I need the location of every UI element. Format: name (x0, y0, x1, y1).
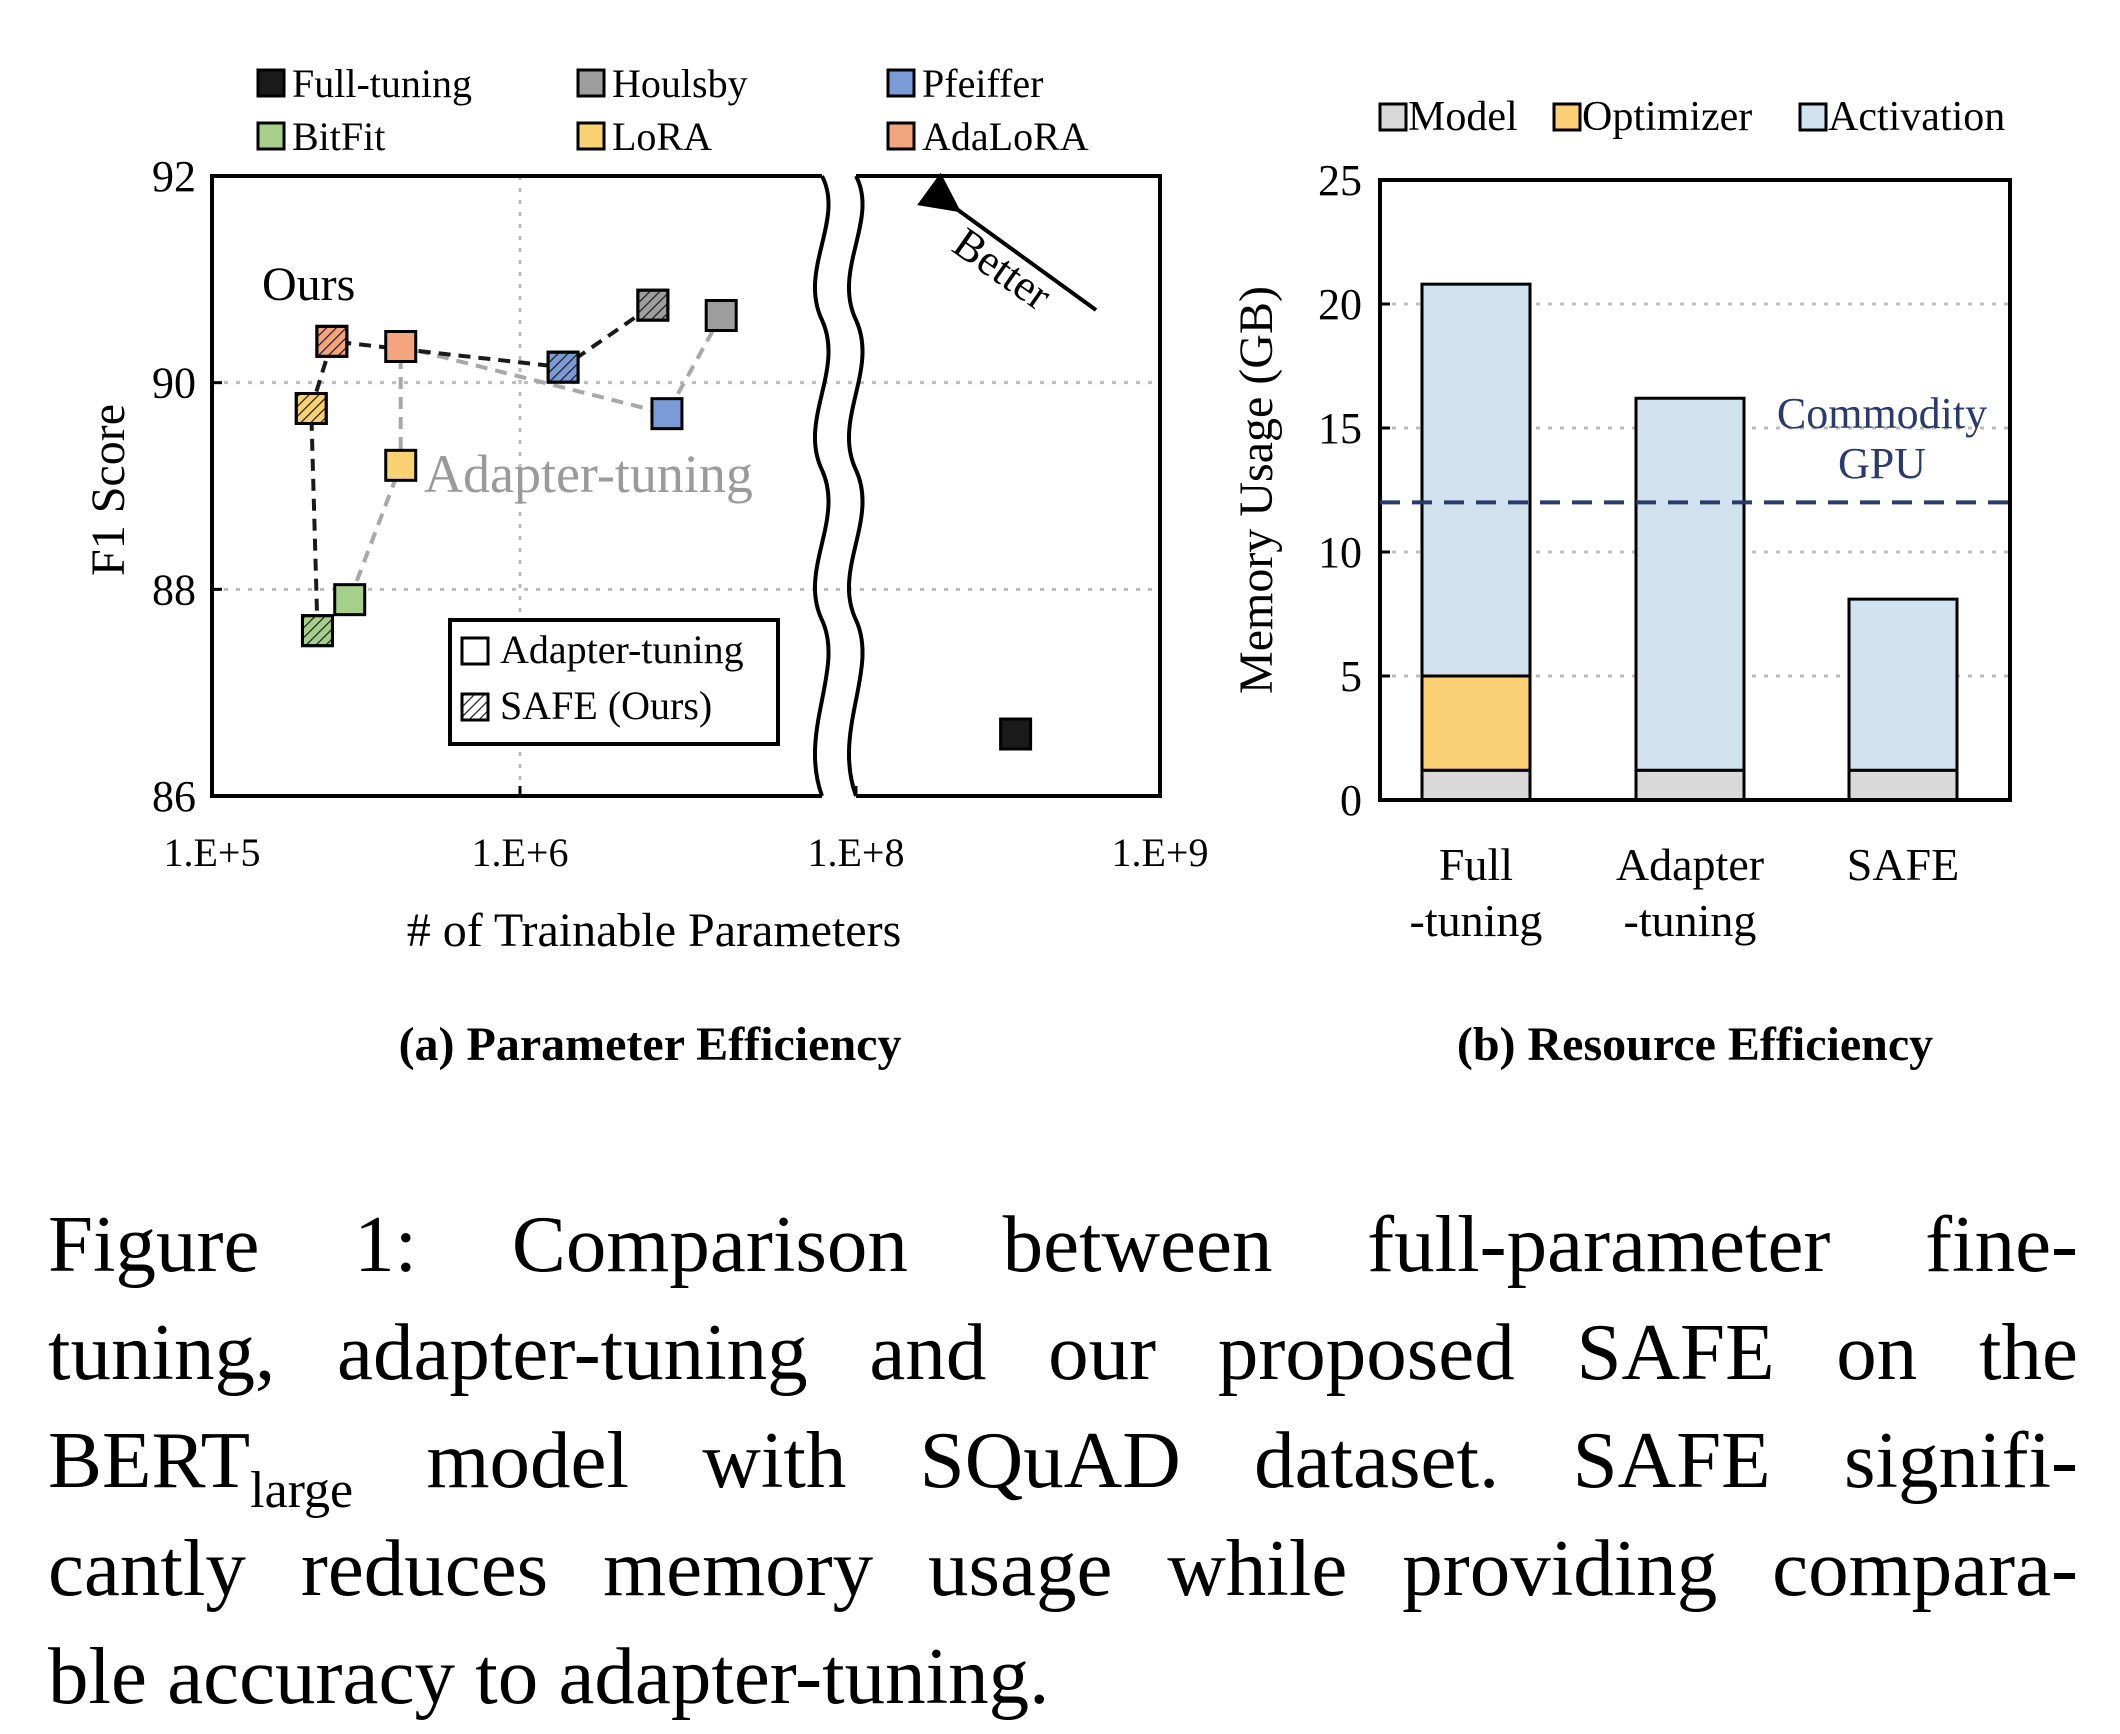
y-tick-labels: 0 5 10 15 20 25 (1318, 156, 1390, 825)
x-tick-label: 1.E+9 (1112, 830, 1209, 875)
legend: Full-tuning Houlsby Pfeiffer BitFit LoRA AdaL… (256, 61, 1089, 159)
axis-break-left (812, 175, 831, 797)
y-tick-labels: 86 88 90 92 (152, 152, 222, 821)
point-adalora (384, 330, 418, 363)
legend-label-adalora: AdaLoRA (922, 114, 1089, 159)
legend-label-optimizer: Optimizer (1582, 94, 1752, 140)
x-tick-label: 1.E+8 (808, 830, 905, 875)
caption-line: cantly reduces memory usage while provid… (48, 1523, 2078, 1613)
y-tick-label: 86 (152, 772, 196, 821)
stacked-bars (1420, 282, 1959, 802)
point-full-tuning (999, 717, 1033, 751)
annotation-ours: Ours (262, 258, 355, 311)
y-tick-label: 20 (1318, 280, 1362, 329)
legend-label-bitfit: BitFit (292, 114, 385, 159)
commodity-gpu-label-line1: Commodity (1777, 389, 1987, 438)
commodity-gpu-label-line2: GPU (1838, 439, 1926, 488)
legend-label-activation: Activation (1828, 94, 2005, 140)
y-tick-label: 25 (1318, 156, 1362, 205)
y-axis-label: F1 Score (82, 404, 135, 576)
legend-swatch-full-tuning (256, 68, 286, 98)
right-plot-frame (856, 174, 1162, 798)
annotation-adapter-tuning: Adapter-tuning (424, 444, 753, 504)
x-tick-label: Adapter (1616, 839, 1764, 890)
axis-break-right (846, 175, 865, 797)
better-arrow (917, 172, 1098, 312)
x-tick-label: -tuning (1410, 895, 1543, 946)
legend-swatch-houlsby (576, 68, 606, 98)
annotation-better: Better (944, 218, 1060, 320)
x-tick-label: -tuning (1624, 895, 1757, 946)
bar-model-2 (1634, 768, 1746, 802)
bar-activation-2 (1634, 396, 1746, 772)
x-axis-label: # of Trainable Parameters (407, 904, 902, 957)
x-tick-label: Full (1439, 839, 1513, 890)
y-tick-label: 10 (1318, 528, 1362, 577)
point-pfeiffer (650, 397, 684, 431)
x-tick-label: 1.E+6 (472, 830, 569, 875)
inner-legend-label-adapter: Adapter-tuning (500, 627, 744, 672)
point-hatch-bitfit (300, 614, 334, 648)
legend-swatch-pfeiffer (886, 68, 916, 98)
point-lora (384, 448, 418, 482)
caption-line: tuning, adapter-tuning and our proposed … (48, 1307, 2078, 1397)
data-points (294, 288, 1033, 751)
x-tick-labels: 1.E+5 1.E+6 1.E+8 1.E+9 (164, 786, 1209, 875)
point-hatch-pfeiffer (546, 350, 580, 384)
bar-activation-1 (1420, 282, 1532, 678)
series-path-safe (309, 303, 655, 631)
point-hatch-houlsby (636, 288, 670, 322)
inner-legend-label-safe: SAFE (Ours) (500, 683, 712, 728)
inner-legend-swatch-adapter (460, 636, 490, 666)
point-houlsby (704, 299, 738, 332)
legend-label-model: Model (1408, 94, 1518, 140)
figure-caption: Figure 1: Comparison between full-parame… (48, 1190, 2078, 1730)
x-tick-label: 1.E+5 (164, 830, 261, 875)
legend-label-lora: LoRA (612, 114, 712, 159)
y-tick-label: 92 (152, 152, 196, 201)
legend-swatch-adalora (886, 121, 916, 151)
legend-swatch-optimizer (1552, 102, 1582, 132)
legend-swatch-activation (1798, 102, 1828, 132)
point-hatch-lora (294, 392, 328, 425)
x-tick-label: SAFE (1847, 839, 1959, 890)
caption-line: Figure 1: Comparison between full-parame… (48, 1199, 2078, 1289)
y-tick-label: 88 (152, 565, 196, 614)
chart-subtitle: (a) Parameter Efficiency (399, 1018, 902, 1071)
bar-optimizer-1 (1420, 674, 1532, 772)
y-tick-label: 5 (1340, 652, 1362, 701)
legend-label-pfeiffer: Pfeiffer (922, 61, 1043, 106)
legend-swatch-lora (576, 121, 606, 151)
parameter-efficiency-chart: 86 88 90 92 1.E+5 1.E+6 1.E+8 1.E+9 F1 Score #… (82, 61, 1209, 1071)
legend-label-houlsby: Houlsby (612, 61, 748, 106)
left-plot-frame (210, 174, 822, 798)
inner-legend: Adapter-tuning SAFE (Ours) (448, 618, 780, 746)
caption-model-subscript: large (250, 1462, 354, 1519)
inner-legend-swatch-safe (460, 692, 490, 722)
legend-label-full-tuning: Full-tuning (292, 61, 472, 106)
figure: 86 88 90 92 1.E+5 1.E+6 1.E+8 1.E+9 F1 Score #… (82, 61, 2012, 1071)
chart-subtitle: (b) Resource Efficiency (1457, 1018, 1933, 1071)
bar-model-1 (1420, 768, 1532, 802)
bar-activation-3 (1847, 597, 1959, 772)
caption-line: BERTlarge model with SQuAD dataset. SAFE… (48, 1406, 2079, 1517)
point-hatch-adalora (315, 324, 349, 358)
legend-swatch-bitfit (256, 121, 286, 151)
bar-model-3 (1847, 768, 1959, 802)
caption-line-rest: model with SQuAD dataset. SAFE signifi- (353, 1415, 2079, 1505)
y-tick-label: 15 (1318, 404, 1362, 453)
caption-line: ble accuracy to adapter-tuning. (48, 1631, 1050, 1721)
point-bitfit (333, 583, 367, 617)
y-tick-label: 0 (1340, 776, 1362, 825)
legend: Model Optimizer Activation (1378, 94, 2005, 140)
y-axis-label: Memory Usage (GB) (1230, 286, 1283, 694)
legend-swatch-model (1378, 102, 1408, 132)
caption-model-name: BERT (48, 1415, 251, 1505)
y-tick-label: 90 (152, 359, 196, 408)
inner-legend-box (448, 618, 780, 746)
plot-frame (1378, 178, 2012, 802)
